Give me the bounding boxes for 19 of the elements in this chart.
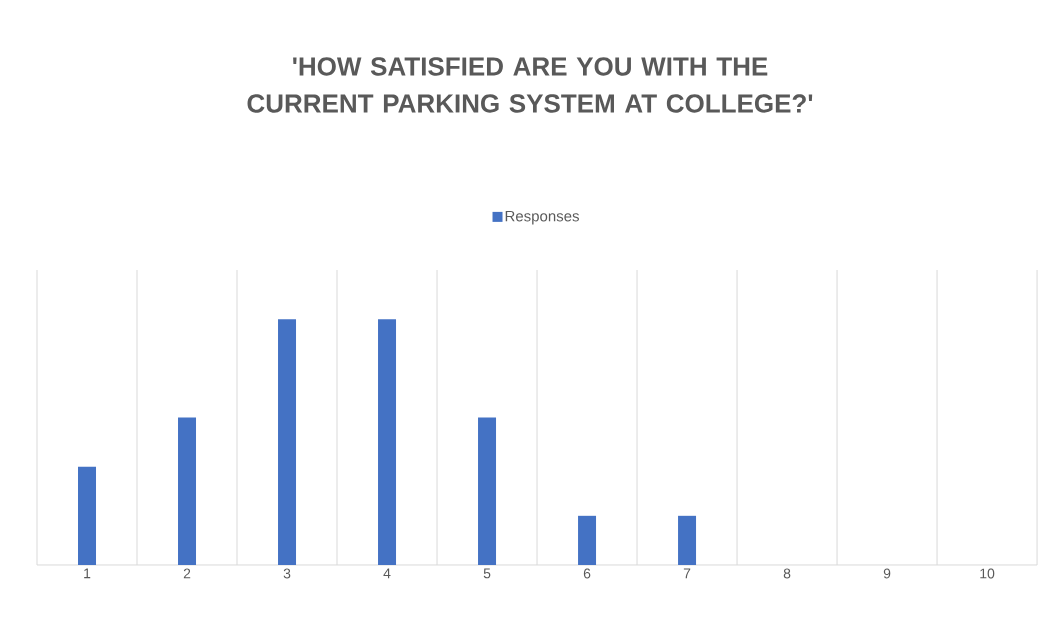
x-tick-label: 10 xyxy=(980,568,995,579)
bar xyxy=(78,466,97,565)
bar xyxy=(378,319,397,565)
bar xyxy=(678,515,697,565)
bar xyxy=(178,417,197,565)
bar xyxy=(478,417,497,565)
x-tick-label: 9 xyxy=(883,568,891,579)
bar xyxy=(278,319,297,565)
x-tick-label: 7 xyxy=(683,568,691,579)
x-tick-label: 5 xyxy=(483,568,491,579)
x-tick-label: 8 xyxy=(783,568,791,579)
x-tick-label: 3 xyxy=(283,568,291,579)
legend-label: Responses xyxy=(505,210,579,225)
bar xyxy=(578,515,597,565)
chart-title: 'HOW SATISFIED ARE YOU WITH THE CURRENT PARKING SYSTEM AT COLLEGE?' xyxy=(247,57,813,113)
x-tick-label: 2 xyxy=(183,568,191,579)
x-tick-label: 1 xyxy=(84,568,91,579)
x-tick-label: 4 xyxy=(383,568,391,579)
x-tick-label: 6 xyxy=(583,568,591,579)
